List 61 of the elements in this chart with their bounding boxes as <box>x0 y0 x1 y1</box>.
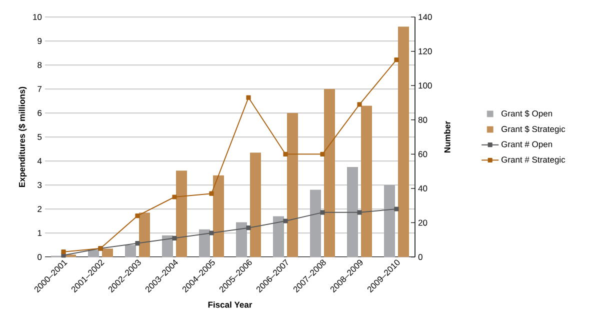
x-axis-title: Fiscal Year <box>208 301 252 308</box>
point <box>394 206 399 212</box>
bar <box>361 106 372 257</box>
bar <box>102 248 113 257</box>
point <box>394 58 399 62</box>
y-tick-label: 9 <box>38 38 42 44</box>
bar <box>347 166 358 257</box>
y2-tick-label: 40 <box>418 185 428 192</box>
bar <box>324 88 335 257</box>
y-tick-label: 7 <box>38 86 42 92</box>
bar <box>287 112 298 257</box>
y2-tick-label: 80 <box>418 116 428 123</box>
bar <box>384 185 395 257</box>
y-axis-title: Expenditures ($ millions) <box>18 86 27 187</box>
y-tick-label: 0 <box>38 254 42 260</box>
bar <box>176 170 187 257</box>
point <box>209 191 214 196</box>
bar <box>199 229 210 257</box>
point <box>246 226 251 230</box>
point <box>357 210 362 215</box>
y2-tick-label: 0 <box>418 254 422 260</box>
bar <box>273 216 284 257</box>
point <box>172 194 177 200</box>
y2-tick-label: 140 <box>418 14 432 20</box>
y-tick-label: 8 <box>38 62 42 68</box>
y2-tick-label: 60 <box>418 151 428 158</box>
bar <box>162 235 173 257</box>
y-tick-label: 3 <box>38 182 42 188</box>
point <box>283 218 288 224</box>
bar <box>398 26 410 257</box>
point <box>246 95 251 100</box>
y-tick-label: 2 <box>38 206 42 212</box>
point <box>283 152 288 156</box>
bar <box>88 250 99 257</box>
y-tick-label: 5 <box>38 134 42 140</box>
legend-label: Grant # Strategic <box>502 156 566 164</box>
point <box>61 250 66 254</box>
legend-label: Grant # Open <box>502 141 552 149</box>
y-tick-label: 6 <box>38 110 42 116</box>
legend-label: Grant $ Strategic <box>502 126 566 134</box>
y-tick-label: 10 <box>33 14 42 20</box>
bar <box>139 212 150 257</box>
bar <box>213 175 224 257</box>
point <box>357 102 362 107</box>
point <box>320 210 325 215</box>
point <box>172 236 177 240</box>
y-tick-label: 4 <box>37 158 42 164</box>
y-tick-label: 1 <box>38 230 42 236</box>
point <box>135 214 140 218</box>
point <box>135 240 140 246</box>
legend-label: Grant $ Open <box>502 110 552 118</box>
y2-tick-label: 100 <box>418 82 432 89</box>
bar <box>250 152 261 257</box>
bar <box>125 245 136 257</box>
y2-tick-label: 120 <box>418 48 432 54</box>
y2-tick-label: 20 <box>418 220 428 226</box>
point <box>320 152 325 156</box>
bar <box>310 190 321 257</box>
point <box>209 230 214 236</box>
y2-axis-title: Number <box>444 121 450 152</box>
bar <box>236 222 247 257</box>
